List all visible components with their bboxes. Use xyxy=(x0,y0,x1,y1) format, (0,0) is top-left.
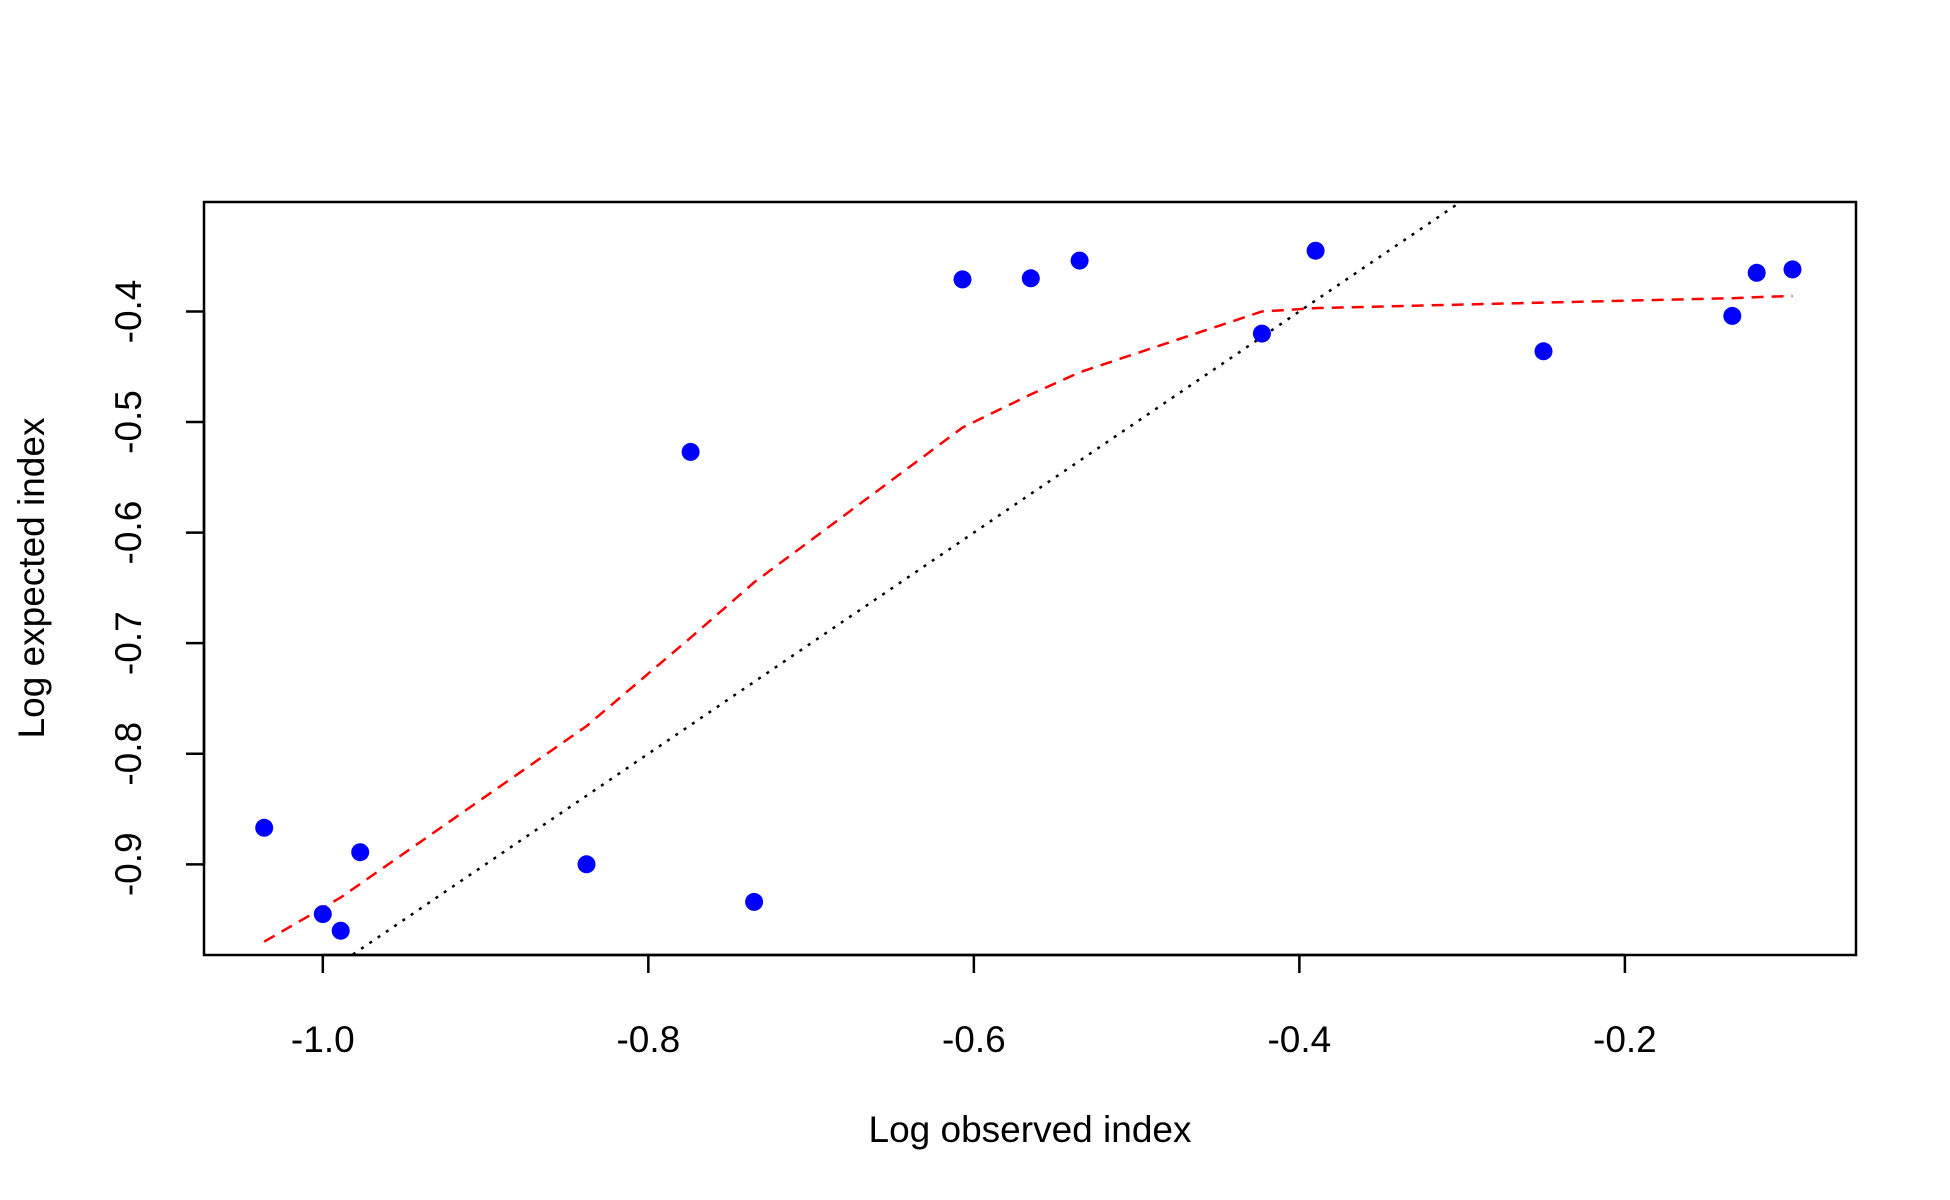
x-tick-label: -0.8 xyxy=(616,1019,680,1060)
y-tick-label: -0.6 xyxy=(108,501,149,565)
y-tick-label: -0.4 xyxy=(108,280,149,344)
trend-line xyxy=(263,294,1793,943)
plot-frame xyxy=(202,200,1858,957)
data-points xyxy=(255,241,1802,940)
y-tick-label: -0.5 xyxy=(108,390,149,454)
data-point xyxy=(255,818,274,837)
data-point xyxy=(351,843,370,862)
data-point xyxy=(577,855,596,874)
y-tick-label: -0.9 xyxy=(108,832,149,896)
data-point xyxy=(1747,263,1766,282)
data-point xyxy=(1021,269,1040,288)
y-tick-label: -0.7 xyxy=(108,611,149,675)
data-point xyxy=(681,442,700,461)
data-point xyxy=(745,892,764,911)
data-point xyxy=(1534,342,1553,361)
data-point xyxy=(1723,306,1742,325)
data-point xyxy=(313,905,332,924)
identity-line xyxy=(349,202,1463,955)
y-axis-title: Log expected index xyxy=(11,417,52,738)
x-axis: -1.0 -0.8 -0.6 -0.4 -0.2 xyxy=(291,953,1657,1060)
data-point xyxy=(1306,241,1325,260)
x-tick-label: -0.6 xyxy=(942,1019,1006,1060)
fit-lines xyxy=(263,202,1793,955)
data-point xyxy=(331,921,350,940)
x-tick-label: -0.2 xyxy=(1593,1019,1657,1060)
x-tick-label: -0.4 xyxy=(1267,1019,1331,1060)
data-point xyxy=(953,270,972,289)
y-tick-label: -0.8 xyxy=(108,722,149,786)
data-point xyxy=(1252,324,1271,343)
y-axis: -0.9 -0.8 -0.7 -0.6 -0.5 -0.4 xyxy=(108,280,206,896)
data-point xyxy=(1070,251,1089,270)
x-tick-label: -1.0 xyxy=(291,1019,355,1060)
data-point xyxy=(1783,260,1802,279)
x-axis-title: Log observed index xyxy=(869,1109,1192,1150)
